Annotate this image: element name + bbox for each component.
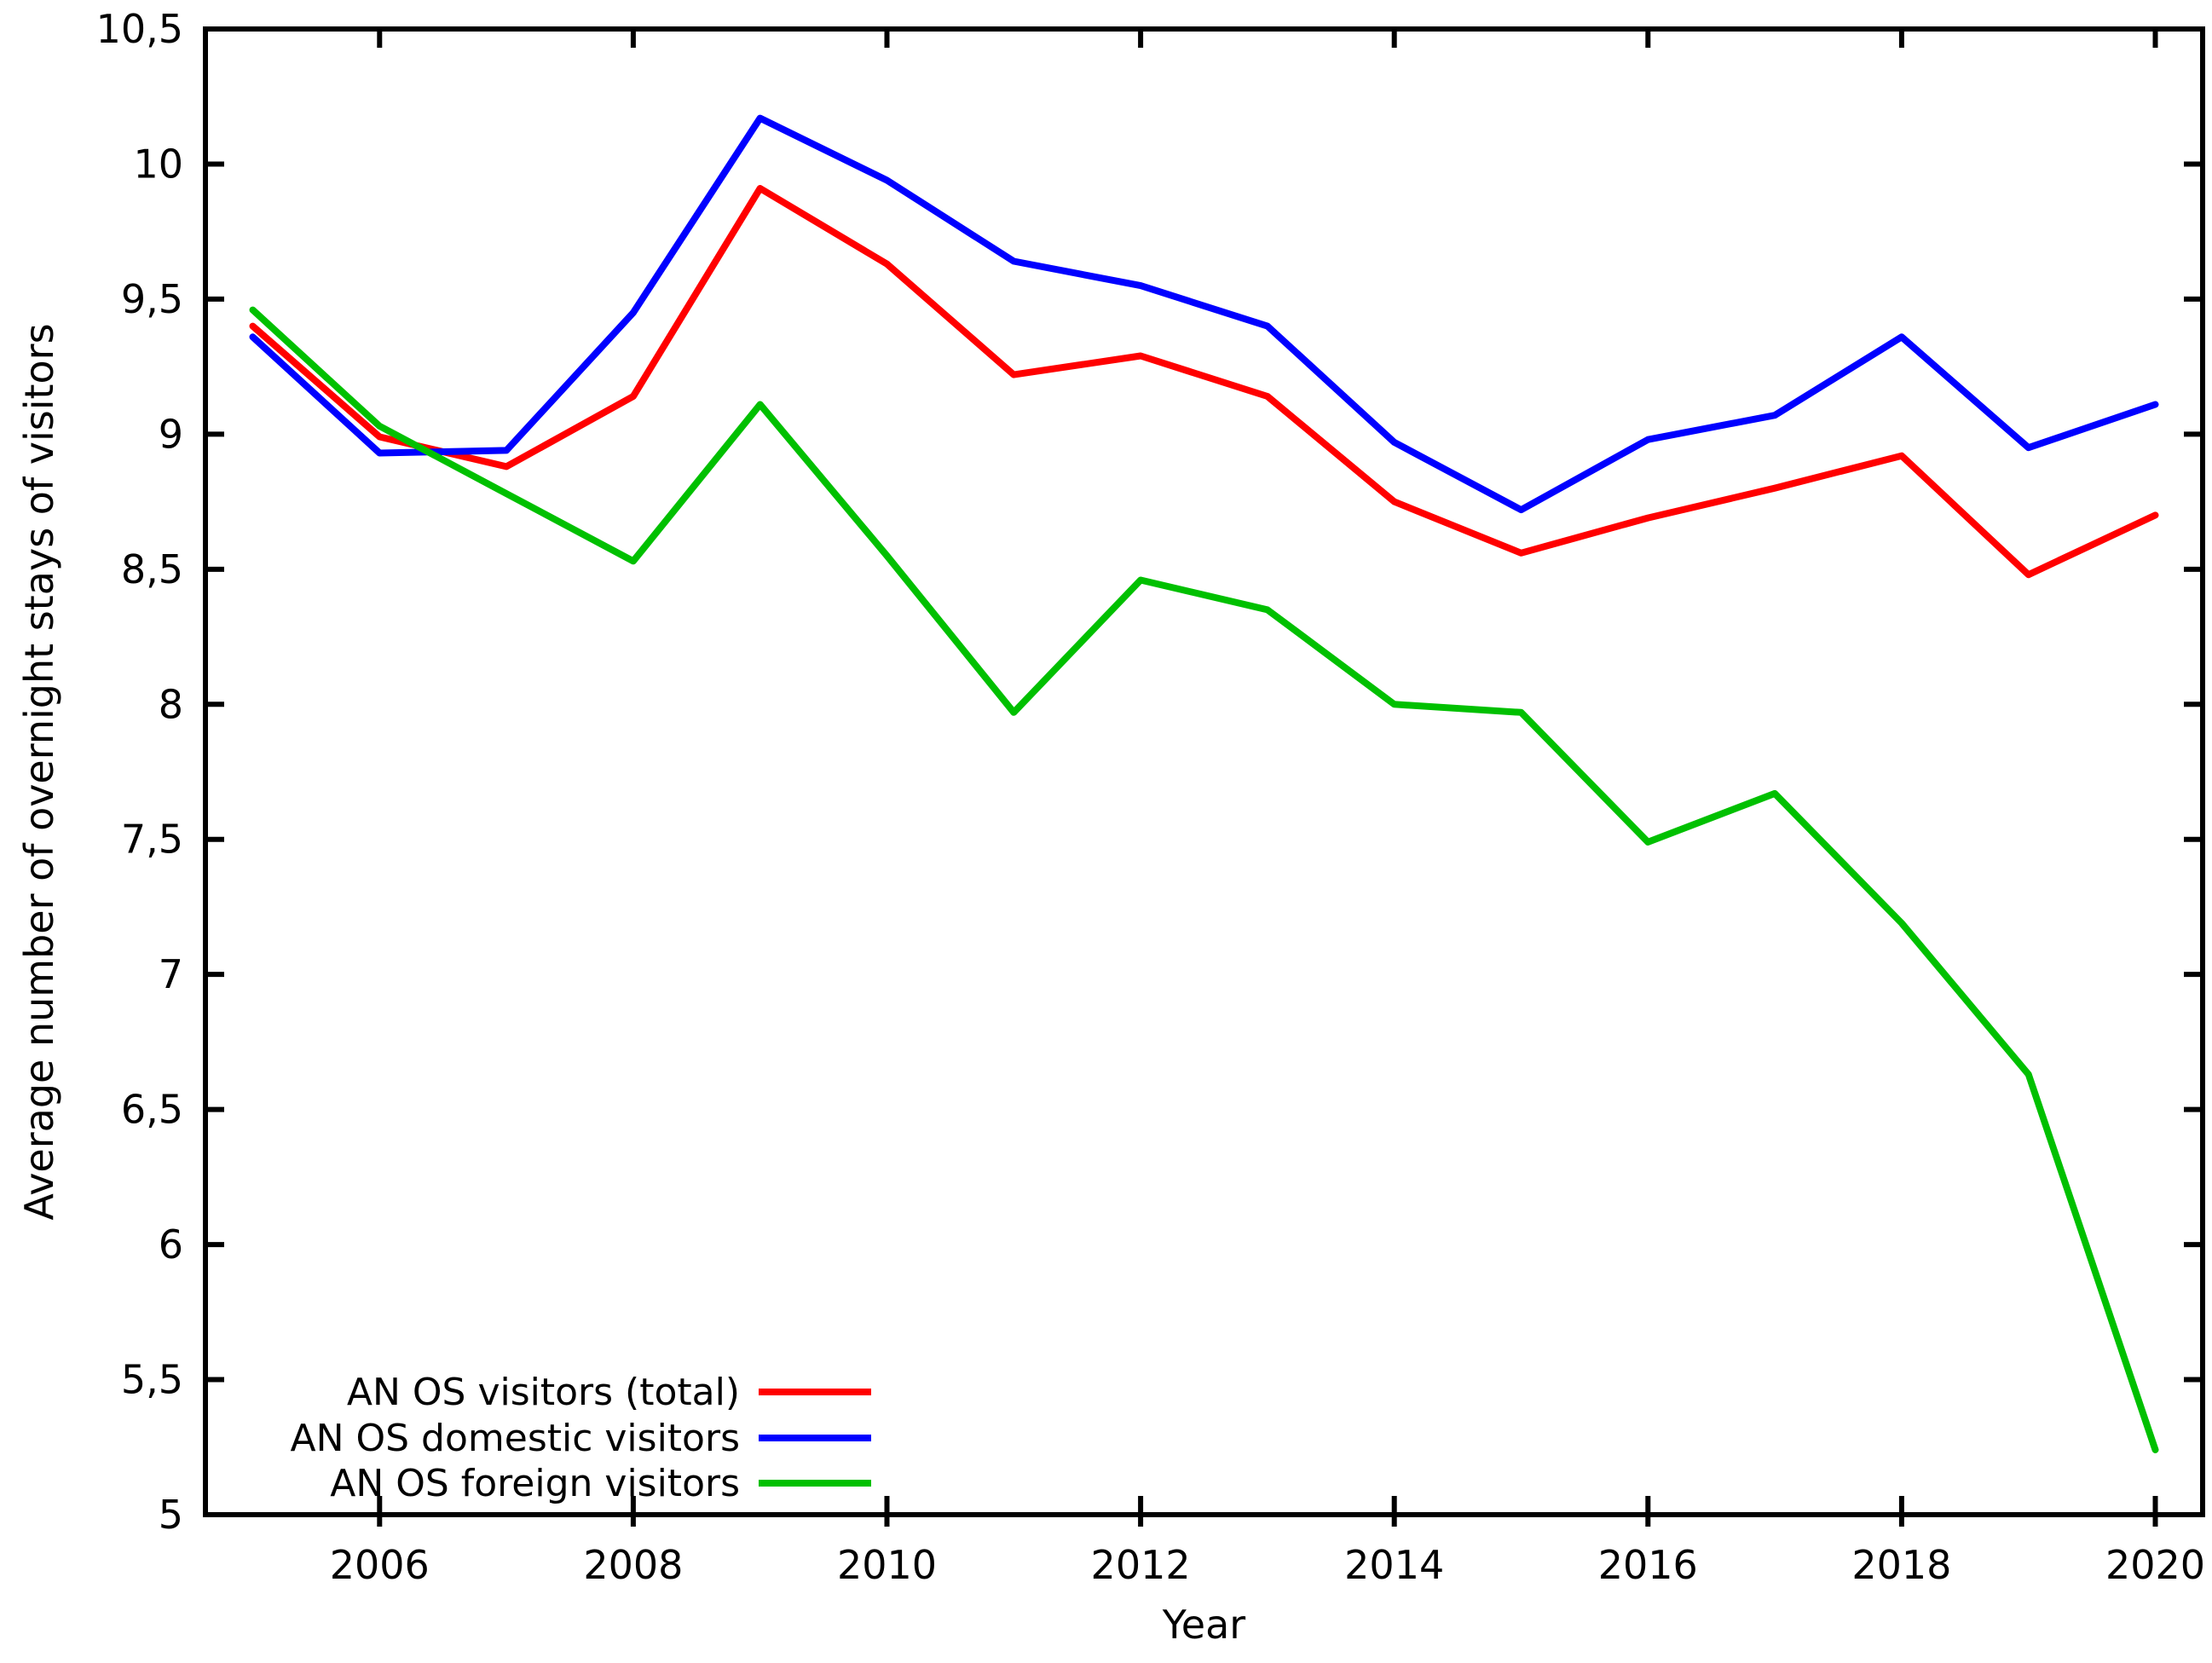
y-tick-label: 10 [133,141,183,187]
series-line-1 [249,114,2159,514]
series-line-0 [249,185,2159,579]
y-tick-label: 6,5 [121,1087,183,1133]
legend-label-1: AN OS domestic visitors [290,1417,740,1460]
y-tick-label: 9 [159,411,183,457]
x-tick-label: 2010 [837,1542,937,1588]
x-tick-label: 2014 [1344,1542,1444,1588]
y-tick-label: 6 [159,1221,183,1267]
x-tick-label: 2012 [1091,1542,1191,1588]
y-tick-label: 7,5 [121,817,183,863]
y-tick-label: 5,5 [121,1357,183,1403]
y-tick-label: 5 [159,1492,183,1538]
x-tick-label: 2020 [2105,1542,2205,1588]
y-tick-label: 10,5 [96,6,183,52]
y-tick-label: 8,5 [121,546,183,592]
x-axis-title: Year [1162,1602,1245,1648]
series-line-2 [249,306,2159,1453]
x-tick-label: 2018 [1851,1542,1951,1588]
legend-label-0: AN OS visitors (total) [347,1371,740,1414]
y-tick-label: 7 [159,951,183,997]
x-tick-label: 2008 [583,1542,683,1588]
y-tick-label: 8 [159,681,183,727]
plot-border [203,26,2205,1517]
x-tick-label: 2016 [1598,1542,1698,1588]
legend-label-2: AN OS foreign visitors [330,1462,740,1505]
y-tick-label: 9,5 [121,276,183,322]
y-axis-title: Average number of overnight stays of vis… [16,323,62,1220]
x-tick-label: 2006 [330,1542,430,1588]
